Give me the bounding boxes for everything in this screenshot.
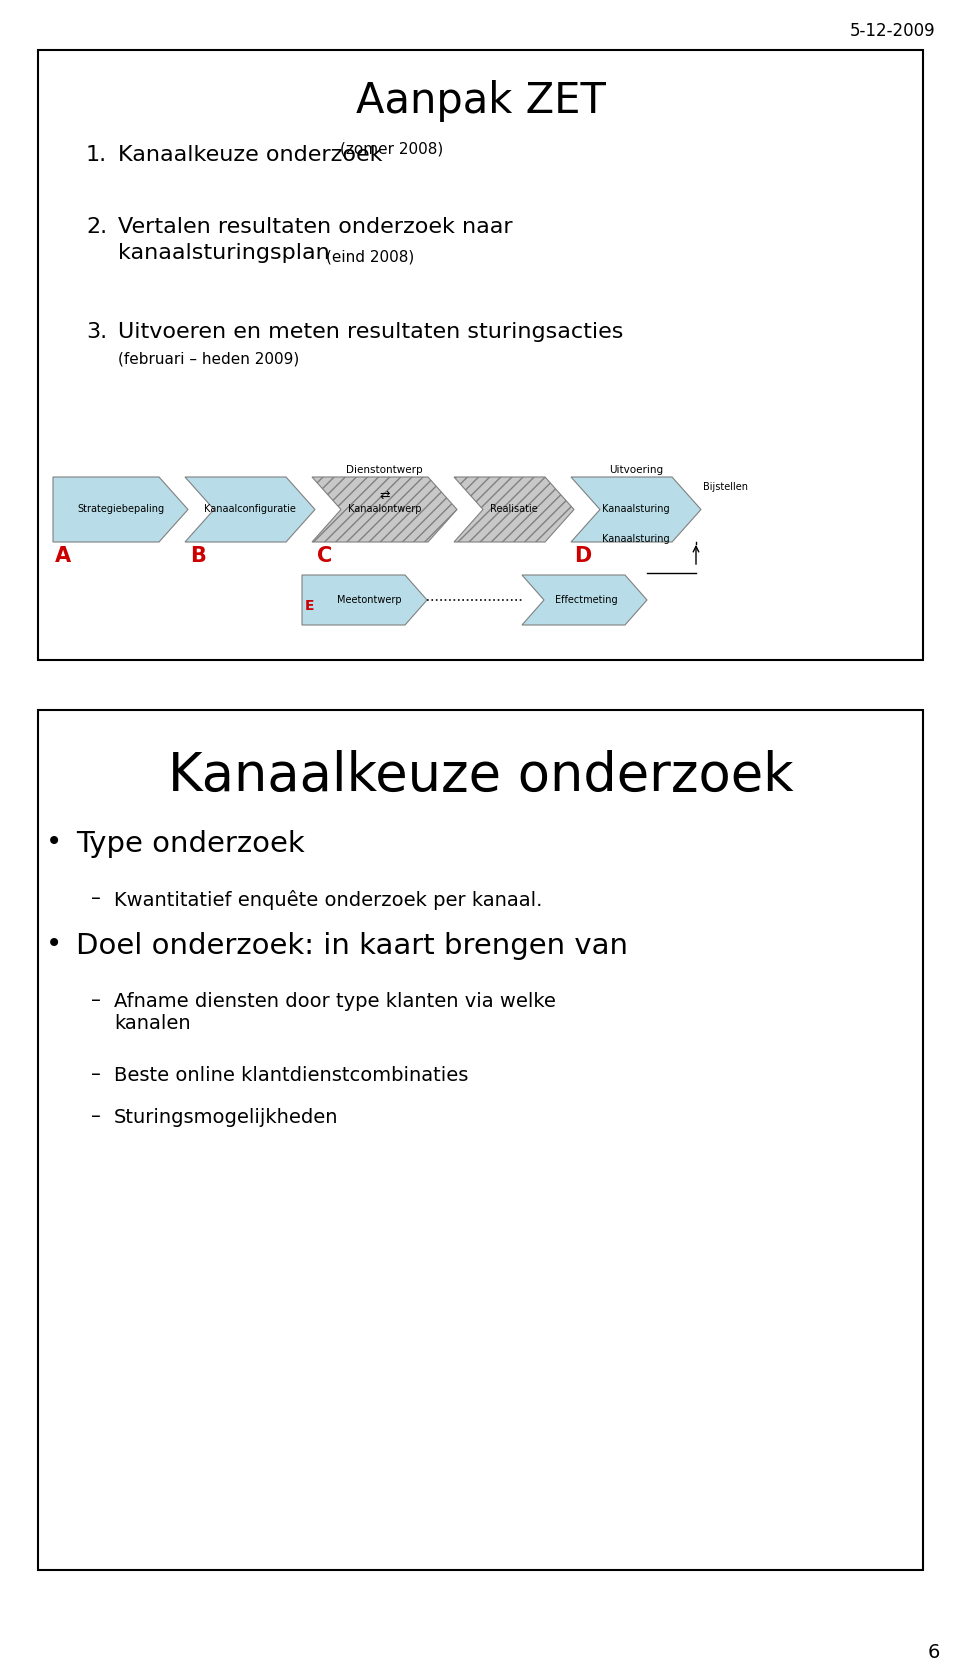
Text: Bijstellen: Bijstellen [703,482,748,492]
Text: –: – [91,1107,101,1126]
Text: Kanaalsturing: Kanaalsturing [602,534,670,544]
Polygon shape [302,575,427,625]
Text: 2.: 2. [86,217,108,237]
Text: D: D [574,546,591,566]
Text: Dienstontwerp: Dienstontwerp [347,465,422,475]
Text: Kanaalconfiguratie: Kanaalconfiguratie [204,504,296,514]
Text: Kanaalontwerp: Kanaalontwerp [348,504,421,514]
Text: –: – [91,889,101,907]
Text: –: – [91,1065,101,1084]
Text: Kanaalkeuze onderzoek: Kanaalkeuze onderzoek [118,144,382,165]
Text: 1.: 1. [86,144,108,165]
Text: Beste online klantdienstcombinaties: Beste online klantdienstcombinaties [114,1067,468,1085]
Text: (februari – heden 2009): (februari – heden 2009) [118,353,300,366]
Text: Doel onderzoek: in kaart brengen van: Doel onderzoek: in kaart brengen van [76,932,628,959]
Text: Kwantitatief enquête onderzoek per kanaal.: Kwantitatief enquête onderzoek per kanaa… [114,890,542,911]
Polygon shape [454,477,574,543]
Polygon shape [522,575,647,625]
Polygon shape [185,477,315,543]
Text: Effectmeting: Effectmeting [555,595,618,605]
Text: •: • [46,828,62,857]
Text: B: B [190,546,205,566]
Text: Aanpak ZET: Aanpak ZET [355,81,606,123]
Bar [38,50,923,660]
Text: Kanaalkeuze onderzoek: Kanaalkeuze onderzoek [168,749,793,801]
Text: Sturingsmogelijkheden: Sturingsmogelijkheden [114,1109,339,1127]
Text: Meetontwerp: Meetontwerp [337,595,402,605]
Text: Strategiebepaling: Strategiebepaling [77,504,164,514]
Text: ⇄: ⇄ [379,489,390,502]
Polygon shape [312,477,457,543]
Text: Afname diensten door type klanten via welke
kanalen: Afname diensten door type klanten via we… [114,991,556,1033]
Text: Type onderzoek: Type onderzoek [76,830,304,858]
Text: •: • [46,931,62,958]
Text: –: – [91,991,101,1010]
Polygon shape [571,477,701,543]
Bar [38,711,923,1571]
Text: Uitvoering: Uitvoering [609,465,663,475]
Text: 3.: 3. [86,323,108,343]
Text: E: E [305,600,315,613]
Text: A: A [55,546,71,566]
Text: Realisatie: Realisatie [491,504,538,514]
Text: (eind 2008): (eind 2008) [326,249,415,264]
Text: Vertalen resultaten onderzoek naar
kanaalsturingsplan: Vertalen resultaten onderzoek naar kanaa… [118,217,513,264]
Text: C: C [317,546,332,566]
Text: 5-12-2009: 5-12-2009 [850,22,935,40]
Text: 6: 6 [927,1643,940,1662]
Text: (zomer 2008): (zomer 2008) [340,143,444,156]
Text: Kanaalsturing: Kanaalsturing [602,504,670,514]
Polygon shape [53,477,188,543]
Text: Uitvoeren en meten resultaten sturingsacties: Uitvoeren en meten resultaten sturingsac… [118,323,623,343]
